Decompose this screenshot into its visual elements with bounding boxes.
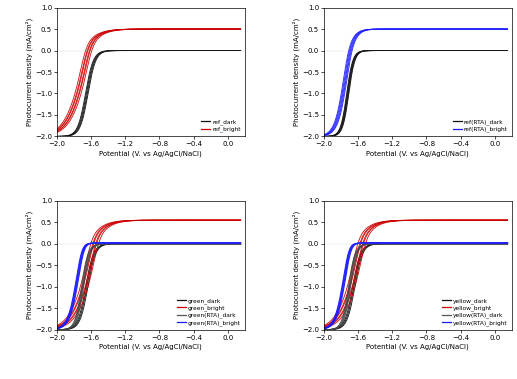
Legend: yellow_dark, yellow_bright, yellow(RTA)_dark, yellow(RTA)_bright: yellow_dark, yellow_bright, yellow(RTA)_… (441, 297, 509, 327)
X-axis label: Potential (V. vs Ag/AgCl/NaCl): Potential (V. vs Ag/AgCl/NaCl) (99, 343, 202, 350)
Legend: green_dark, green_bright, green(RTA)_dark, green(RTA)_bright: green_dark, green_bright, green(RTA)_dar… (176, 297, 242, 327)
Y-axis label: Photocurrent density (mA/cm²): Photocurrent density (mA/cm²) (293, 18, 300, 126)
Legend: ref(RTA)_dark, ref(RTA)_bright: ref(RTA)_dark, ref(RTA)_bright (452, 118, 509, 133)
Legend: ref_dark, ref_bright: ref_dark, ref_bright (200, 118, 242, 133)
X-axis label: Potential (V. vs Ag/AgCl/NaCl): Potential (V. vs Ag/AgCl/NaCl) (367, 343, 469, 350)
Y-axis label: Photocurrent density (mA/cm²): Photocurrent density (mA/cm²) (293, 211, 300, 319)
Y-axis label: Photocurrent density (mA/cm²): Photocurrent density (mA/cm²) (26, 211, 34, 319)
X-axis label: Potential (V. vs Ag/AgCl/NaCl): Potential (V. vs Ag/AgCl/NaCl) (367, 150, 469, 157)
Y-axis label: Photocurrent density (mA/cm²): Photocurrent density (mA/cm²) (26, 18, 34, 126)
X-axis label: Potential (V. vs Ag/AgCl/NaCl): Potential (V. vs Ag/AgCl/NaCl) (99, 150, 202, 157)
